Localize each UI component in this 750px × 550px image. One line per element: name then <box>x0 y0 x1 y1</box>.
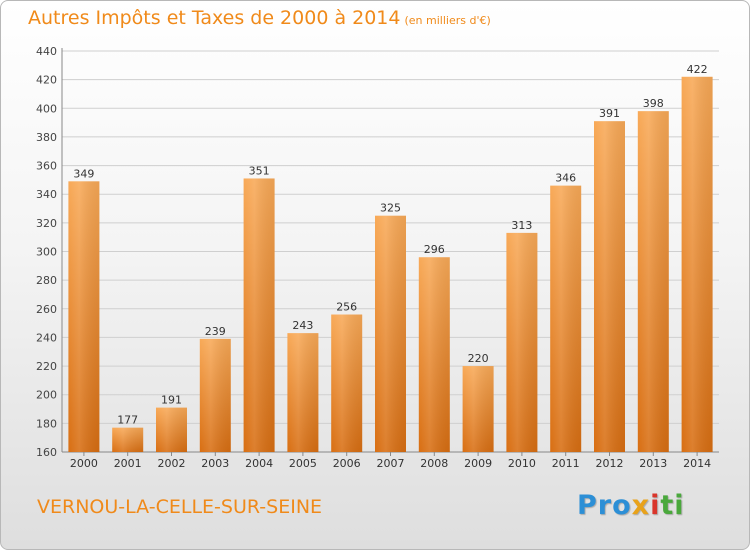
data-label: 346 <box>555 172 576 185</box>
y-tick-label: 180 <box>36 417 57 430</box>
x-tick-label: 2004 <box>245 457 273 470</box>
bar-shine <box>462 366 494 452</box>
bar-shine <box>375 215 406 452</box>
logo-part-4: ti <box>660 490 685 521</box>
bar-shine <box>199 338 231 452</box>
y-tick-label: 300 <box>36 246 57 259</box>
x-tick-label: 2002 <box>158 457 186 470</box>
chart-title-text: Autres Impôts et Taxes de 2000 à 2014 <box>28 7 401 29</box>
data-label: 296 <box>424 243 445 256</box>
data-label: 349 <box>73 167 94 180</box>
chart-subtitle: (en milliers d'€) <box>404 14 491 27</box>
x-tick-label: 2005 <box>289 457 317 470</box>
data-label: 256 <box>336 301 357 314</box>
data-label: 239 <box>205 325 226 338</box>
data-label: 313 <box>511 219 532 232</box>
data-label: 177 <box>117 414 138 427</box>
proxiti-logo: Proxiti <box>577 490 685 521</box>
x-tick-label: 2010 <box>508 457 536 470</box>
y-tick-label: 280 <box>36 274 57 287</box>
data-label: 422 <box>687 63 708 76</box>
commune-name: VERNOU-LA-CELLE-SUR-SEINE <box>37 496 323 518</box>
data-label: 243 <box>292 319 313 332</box>
data-labels: 349 177 191 239 351 243 256 325 296 220 313 346 391 3… <box>73 63 707 427</box>
bar-shine <box>681 76 713 453</box>
x-tick-label: 2014 <box>683 457 711 470</box>
data-label: 391 <box>599 107 620 120</box>
x-tick-label: 2007 <box>377 457 405 470</box>
bar-shine <box>637 111 669 453</box>
bar-shine <box>550 185 582 452</box>
y-tick-label: 220 <box>36 360 57 373</box>
bar-shine <box>156 407 187 452</box>
x-tick-label: 2009 <box>464 457 492 470</box>
y-tick-label: 340 <box>36 188 57 201</box>
data-label: 220 <box>468 352 489 365</box>
data-label: 351 <box>249 164 270 177</box>
bar-shine <box>243 178 275 453</box>
y-tick-label: 320 <box>36 217 57 230</box>
bar-shine <box>287 333 319 452</box>
x-tick-label: 2001 <box>114 457 142 470</box>
y-tick-label: 160 <box>36 446 57 459</box>
y-tick-label: 360 <box>36 160 57 173</box>
bar-shine <box>418 257 450 452</box>
bar-shine <box>506 232 538 452</box>
bar-shine <box>112 427 144 452</box>
x-tick-label: 2013 <box>639 457 667 470</box>
bar-shine <box>331 314 363 452</box>
data-label: 325 <box>380 202 401 215</box>
y-tick-label: 240 <box>36 331 57 344</box>
data-label: 191 <box>161 394 182 407</box>
x-tick-label: 2000 <box>70 457 98 470</box>
bar-shine <box>594 121 625 453</box>
x-tick-label: 2011 <box>552 457 580 470</box>
bar-shine <box>68 181 100 452</box>
logo-part-3: i <box>650 490 661 521</box>
logo-part-2: x <box>631 490 651 521</box>
bars <box>68 76 713 453</box>
y-tick-label: 260 <box>36 303 57 316</box>
x-tick-label: 2012 <box>596 457 624 470</box>
data-label: 398 <box>643 97 664 110</box>
x-tick-label: 2003 <box>201 457 229 470</box>
x-tick-label: 2008 <box>420 457 448 470</box>
chart-title: Autres Impôts et Taxes de 2000 à 2014 (en… <box>28 7 491 29</box>
logo-part-1: Pro <box>577 490 632 521</box>
y-tick-label: 400 <box>36 102 57 115</box>
y-tick-label: 420 <box>36 74 57 87</box>
y-tick-label: 380 <box>36 131 57 144</box>
y-tick-label: 200 <box>36 389 57 402</box>
x-tick-label: 2006 <box>333 457 361 470</box>
y-tick-label: 440 <box>36 45 57 58</box>
